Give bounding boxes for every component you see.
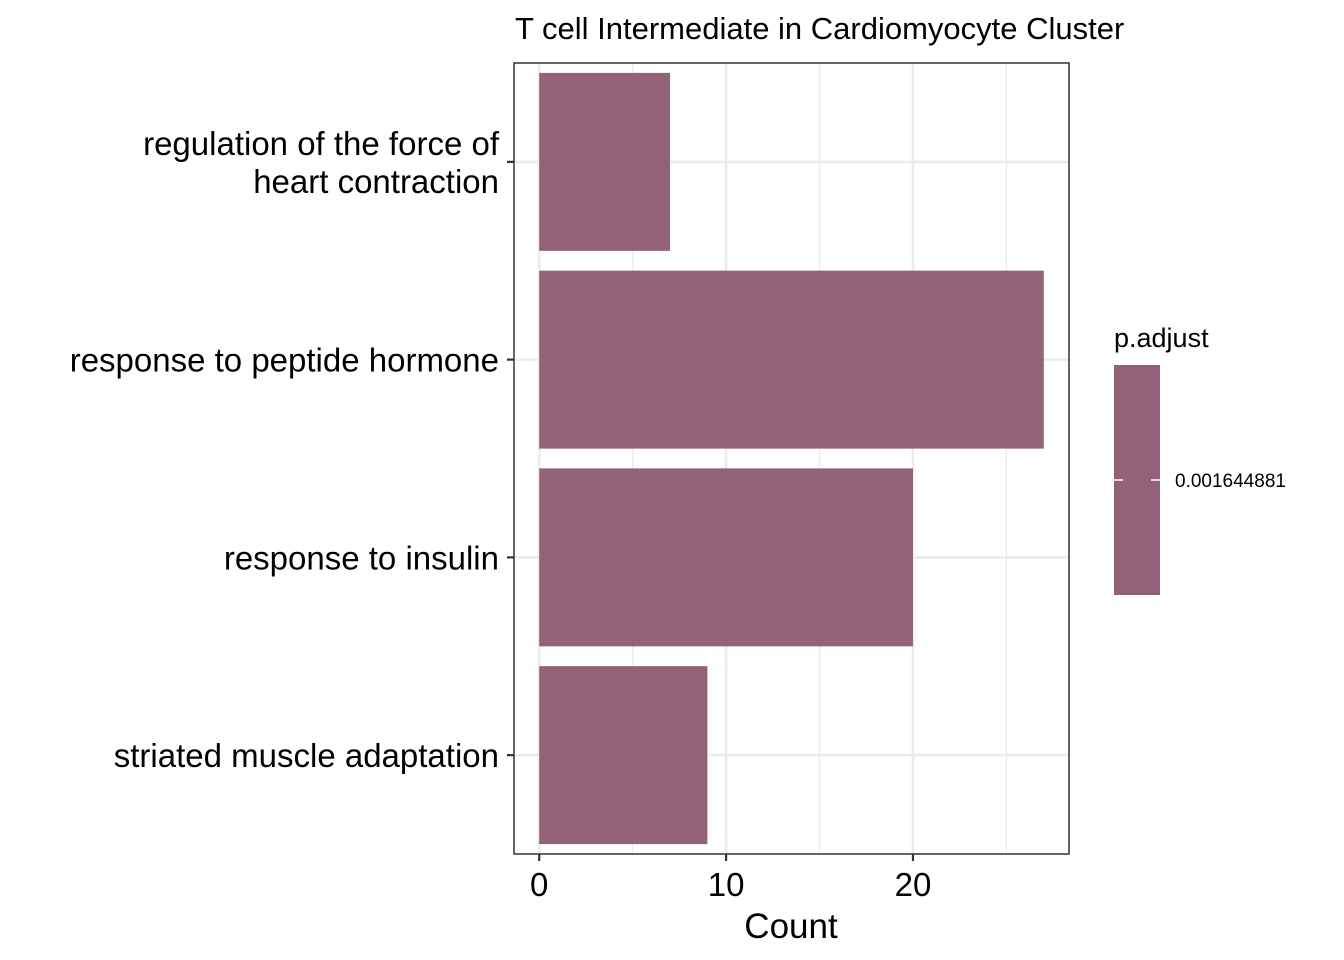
category-label: response to insulin <box>224 539 499 576</box>
x-tick-label: 0 <box>530 866 548 903</box>
legend-label: 0.001644881 <box>1175 471 1286 492</box>
bars <box>539 72 1044 845</box>
category-label: striated muscle adaptation <box>114 737 499 774</box>
category-label: response to peptide hormone <box>70 342 499 379</box>
x-tick-label: 20 <box>895 866 932 903</box>
category-label: heart contraction <box>253 163 499 200</box>
category-label: regulation of the force of <box>143 125 500 162</box>
bar <box>539 72 671 251</box>
chart-title: T cell Intermediate in Cardiomyocyte Clu… <box>515 11 1124 46</box>
legend-title: p.adjust <box>1114 323 1209 353</box>
x-axis-title: Count <box>744 907 838 946</box>
bar <box>539 468 913 647</box>
x-tick-label: 10 <box>708 866 745 903</box>
legend: p.adjust 0.001644881 <box>1114 323 1286 595</box>
bar <box>539 666 708 845</box>
x-axis: 0 10 20 <box>530 854 931 903</box>
bar <box>539 270 1044 449</box>
panel-border <box>513 62 1070 855</box>
